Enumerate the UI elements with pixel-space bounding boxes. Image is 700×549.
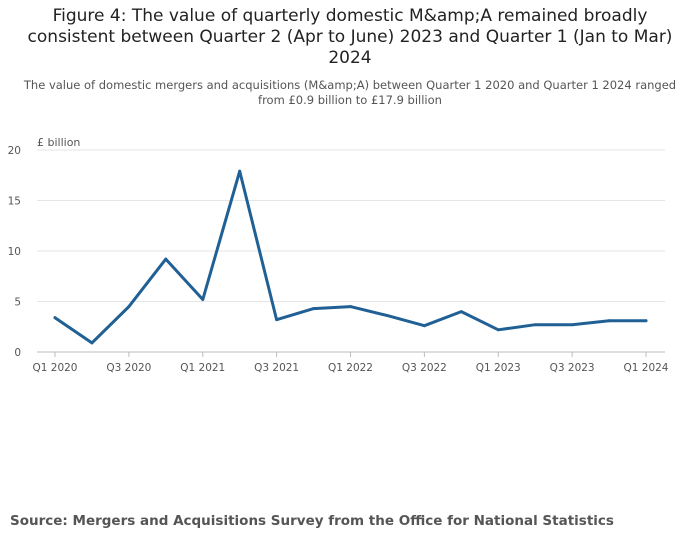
y-tick-label: 20 xyxy=(8,145,21,157)
y-axis-label: £ billion xyxy=(37,136,80,149)
x-tick-label: Q1 2021 xyxy=(180,362,225,374)
series-line xyxy=(53,169,648,345)
line-chart: £ billion 0 5 10 15 20 Q1 2020 Q3 2020 Q1 2021 Q… xyxy=(8,136,669,374)
data-point xyxy=(312,307,315,310)
source-note: Source: Mergers and Acquisitions Survey … xyxy=(10,513,614,529)
data-point xyxy=(238,169,242,173)
axis-layer: 0 5 10 15 20 Q1 2020 Q3 2020 Q1 2021 Q3 2021 Q1 2… xyxy=(8,145,669,374)
data-point xyxy=(53,316,57,320)
data-point xyxy=(459,310,463,313)
y-tick-label: 0 xyxy=(14,347,21,359)
x-tick-label: Q1 2024 xyxy=(623,362,668,374)
data-point xyxy=(607,319,611,323)
data-point xyxy=(422,324,426,328)
data-point xyxy=(164,257,168,261)
grid-layer xyxy=(37,149,665,302)
data-point xyxy=(275,318,279,322)
y-tick-label: 15 xyxy=(8,196,21,208)
x-tick-label: Q1 2020 xyxy=(32,362,77,374)
chart-subtitle: The value of domestic mergers and acquis… xyxy=(23,78,677,107)
data-point xyxy=(644,319,648,323)
x-tick-label: Q1 2023 xyxy=(476,362,521,374)
y-tick-label: 5 xyxy=(14,297,21,309)
x-tick-label: Q3 2023 xyxy=(550,362,595,374)
data-point xyxy=(201,298,205,301)
y-tick-label: 10 xyxy=(8,246,21,258)
x-tick-label: Q1 2022 xyxy=(328,362,373,374)
data-point xyxy=(570,323,574,327)
data-point xyxy=(90,341,94,345)
x-tick-label: Q3 2021 xyxy=(254,362,299,374)
data-point xyxy=(127,305,131,308)
chart-title: Figure 4: The value of quarterly domesti… xyxy=(27,6,673,68)
data-point xyxy=(386,314,389,318)
data-point xyxy=(349,305,352,308)
series-layer xyxy=(53,169,648,345)
data-point xyxy=(533,323,537,327)
x-tick-label: Q3 2020 xyxy=(106,362,151,374)
data-point xyxy=(496,328,500,332)
x-tick-label: Q3 2022 xyxy=(402,362,447,374)
